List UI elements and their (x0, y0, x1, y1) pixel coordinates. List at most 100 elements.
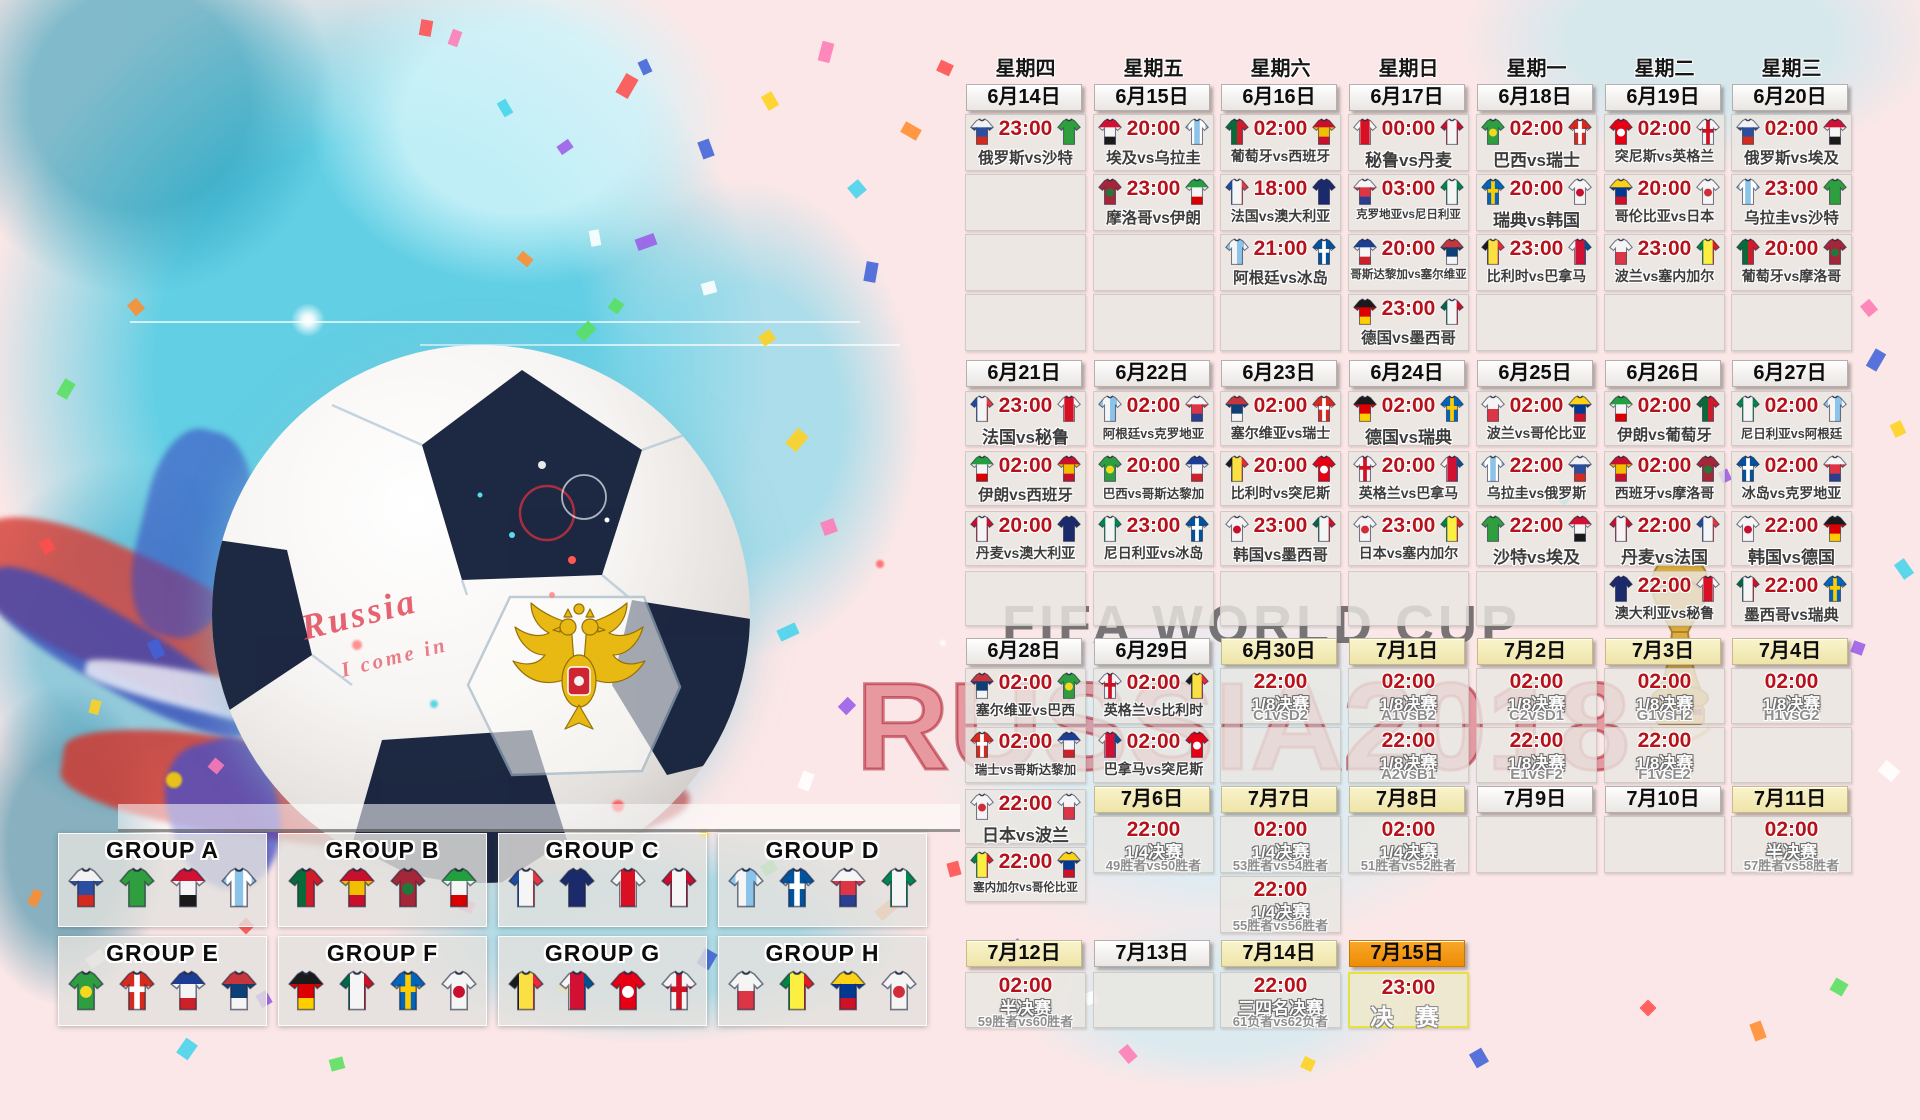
match-cell: 00:00 秘鲁vs丹麦 (1348, 114, 1469, 171)
match-time: 02:00 (1509, 670, 1564, 693)
knockout-cell: 02:00 1/4决赛 51胜者vs52胜者 (1348, 816, 1469, 873)
match-time: 02:00 (1637, 117, 1692, 140)
jersey-icon (1821, 515, 1849, 548)
match-time: 20:00 (1381, 237, 1436, 260)
confetti-piece (328, 1056, 346, 1072)
jersey-icon (1223, 395, 1251, 428)
match-time: 23:00 (1637, 237, 1692, 260)
jersey-icon (1096, 118, 1124, 151)
match-cell: 23:00 乌拉圭vs沙特 (1731, 174, 1852, 231)
match-time: 23:00 (1764, 177, 1819, 200)
jersey-icon (1223, 178, 1251, 211)
confetti-piece (820, 518, 838, 536)
confetti-piece (88, 698, 102, 716)
group-jerseys (719, 867, 926, 914)
stage-label: 1/8决赛 (1635, 754, 1694, 773)
match-label: 巴西vs哥斯达黎加 (1102, 487, 1205, 501)
confetti-piece (607, 297, 625, 315)
matchup-code: F1vsE2 (1638, 766, 1691, 783)
match-cell: 20:00 瑞典vs韩国 (1476, 174, 1597, 231)
match-label: 日本vs波兰 (982, 826, 1069, 845)
matchup-code: H1vsG2 (1763, 707, 1820, 724)
jersey-icon (1310, 455, 1338, 488)
light-streak (130, 321, 860, 323)
knockout-cell: 22:00 1/8决赛 C1vsD2 (1220, 668, 1341, 724)
matchup-code: 49胜者vs50胜者 (1105, 858, 1202, 873)
jersey-icon (556, 970, 598, 1017)
jersey-icon (1694, 455, 1722, 488)
knockout-cell: 02:00 1/4决赛 53胜者vs54胜者 (1220, 816, 1341, 873)
confetti-piece (1889, 420, 1907, 438)
empty-cell (1220, 727, 1341, 783)
match-time: 22:00 (1253, 670, 1308, 693)
jersey-icon (1310, 395, 1338, 428)
matchup-code: C1vsD2 (1252, 707, 1309, 724)
match-label: 比利时vs巴拿马 (1486, 268, 1587, 284)
match-time: 22:00 (1764, 514, 1819, 537)
match-time: 20:00 (1253, 454, 1308, 477)
jersey-icon (1183, 455, 1211, 488)
match-cell: 23:00 日本vs塞内加尔 (1348, 511, 1469, 566)
jersey-icon (968, 118, 996, 151)
match-label: 墨西哥vs瑞典 (1744, 607, 1839, 624)
match-label: 葡萄牙vs摩洛哥 (1741, 268, 1842, 284)
confetti-piece (900, 121, 922, 141)
jersey-icon (1096, 515, 1124, 548)
date-header: 6月23日 (1221, 360, 1337, 387)
match-time: 22:00 (1509, 514, 1564, 537)
match-label: 波兰vs哥伦比亚 (1486, 425, 1587, 441)
confetti-piece (1859, 298, 1879, 318)
confetti-piece (1850, 640, 1866, 656)
match-time: 22:00 (1253, 974, 1308, 997)
final-label: 决 赛 (1370, 1004, 1447, 1030)
confetti-piece (863, 261, 879, 283)
jersey-icon (1055, 455, 1083, 488)
match-label: 哥斯达黎加vs塞尔维亚 (1350, 269, 1467, 281)
jersey-icon (1566, 455, 1594, 488)
jersey-icon (1351, 118, 1379, 151)
jersey-icon (556, 867, 598, 914)
jersey-icon (1566, 395, 1594, 428)
confetti-piece (447, 28, 463, 48)
match-label: 俄罗斯vs埃及 (1744, 150, 1839, 167)
match-time: 22:00 (1637, 514, 1692, 537)
group-title: GROUP C (545, 837, 660, 863)
match-time: 20:00 (1126, 454, 1181, 477)
date-header: 7月8日 (1349, 786, 1465, 813)
confetti-piece (556, 138, 574, 156)
match-time: 02:00 (1253, 394, 1308, 417)
jersey-icon (1479, 515, 1507, 548)
empty-cell (1093, 571, 1214, 626)
date-header: 7月9日 (1477, 786, 1593, 813)
stage-label: 1/8决赛 (1379, 754, 1438, 773)
match-label: 塞尔维亚vs瑞士 (1230, 425, 1331, 441)
group-title: GROUP B (325, 837, 440, 863)
knockout-cell: 02:00 半决赛 59胜者vs60胜者 (965, 972, 1086, 1029)
jersey-icon (1351, 515, 1379, 548)
jersey-icon (968, 851, 996, 884)
match-label: 塞内加尔vs哥伦比亚 (973, 882, 1078, 894)
match-label: 德国vs墨西哥 (1361, 330, 1456, 347)
group-title: GROUP F (326, 940, 439, 966)
date-header: 6月30日 (1221, 638, 1337, 665)
match-time: 02:00 (1637, 670, 1692, 693)
group-box: GROUP E (58, 936, 267, 1026)
jersey-icon (1607, 395, 1635, 428)
date-header: 7月3日 (1605, 638, 1721, 665)
confetti-piece (126, 297, 146, 317)
matchup-code: 51胜者vs52胜者 (1360, 858, 1457, 873)
confetti-piece (634, 232, 658, 252)
match-cell: 22:00 日本vs波兰 (965, 789, 1086, 845)
group-title: GROUP H (765, 940, 880, 966)
match-label: 波兰vs塞内加尔 (1614, 268, 1715, 284)
match-time: 02:00 (1637, 454, 1692, 477)
confetti-piece (1118, 1044, 1138, 1064)
jersey-icon (1607, 575, 1635, 608)
ball-pentagon (422, 370, 642, 580)
watercolor-blob (240, 0, 800, 340)
jersey-icon (1438, 515, 1466, 548)
date-header: 6月29日 (1094, 638, 1210, 665)
match-label: 法国vs秘鲁 (982, 428, 1069, 447)
match-label: 瑞士vs哥斯达黎加 (974, 763, 1077, 777)
match-time: 20:00 (1381, 454, 1436, 477)
